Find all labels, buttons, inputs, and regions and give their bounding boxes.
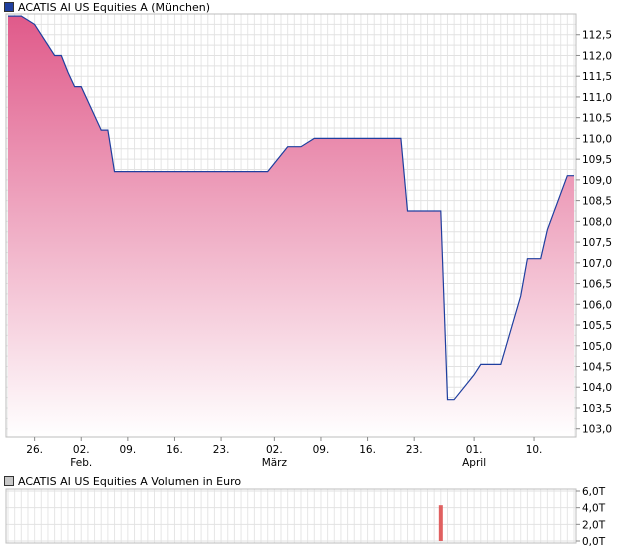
price-y-tick-label: 106,0 xyxy=(582,299,612,311)
volume-bar xyxy=(438,505,443,541)
volume-legend-swatch xyxy=(4,476,14,486)
price-y-tick-label: 105,5 xyxy=(582,320,612,332)
price-x-tick-label: 23. xyxy=(213,444,230,456)
price-x-month-label: März xyxy=(262,457,288,469)
price-legend-label: ACATIS AI US Equities A (München) xyxy=(18,0,211,14)
price-y-tick-label: 109,5 xyxy=(582,154,612,166)
price-y-axis: 103,0 103,5 104,0 104,5 105,0 105,5 106,0 106,5… xyxy=(576,30,612,436)
price-y-tick-label: 111,0 xyxy=(582,92,612,104)
price-x-tick-label: 09. xyxy=(120,444,137,456)
price-y-tick-label: 107,5 xyxy=(582,237,612,249)
price-y-tick-label: 108,0 xyxy=(582,216,612,228)
volume-y-tick-label: 0,0T xyxy=(582,536,606,546)
price-y-tick-label: 112,0 xyxy=(582,50,612,62)
price-y-tick-label: 107,0 xyxy=(582,258,612,270)
volume-y-tick-label: 6,0T xyxy=(582,486,606,498)
price-y-tick-label: 103,0 xyxy=(582,424,612,436)
price-x-tick-label: 16. xyxy=(359,444,376,456)
price-x-tick-label: 09. xyxy=(313,444,330,456)
volume-y-axis: 0,0T 2,0T 4,0T 6,0T xyxy=(576,486,606,546)
price-y-tick-label: 112,5 xyxy=(582,30,612,42)
price-x-tick-label: 02. xyxy=(73,444,90,456)
price-x-month-label: Feb. xyxy=(70,457,92,469)
price-y-tick-label: 106,5 xyxy=(582,279,612,291)
price-legend: ACATIS AI US Equities A (München) xyxy=(4,0,210,14)
volume-legend: ACATIS AI US Equities A Volumen in Euro xyxy=(4,474,241,488)
price-y-tick-label: 111,5 xyxy=(582,71,612,83)
price-area xyxy=(8,16,574,437)
price-x-tick-label: 02. xyxy=(266,444,283,456)
price-y-tick-label: 110,5 xyxy=(582,113,612,125)
price-plot-frame xyxy=(5,13,577,438)
price-x-tick-label: 16. xyxy=(166,444,183,456)
volume-y-tick-label: 2,0T xyxy=(582,519,606,531)
price-y-tick-label: 109,0 xyxy=(582,175,612,187)
price-line xyxy=(8,15,574,401)
price-chart: 103,0 103,5 104,0 104,5 105,0 105,5 106,0 106,5… xyxy=(5,13,612,469)
price-x-tick-label: 23. xyxy=(406,444,423,456)
volume-bars xyxy=(438,505,443,541)
price-y-tick-label: 105,0 xyxy=(582,341,612,353)
volume-plot-frame xyxy=(5,488,577,544)
price-y-tick-label: 104,0 xyxy=(582,382,612,394)
price-y-tick-label: 110,0 xyxy=(582,133,612,145)
price-legend-swatch xyxy=(4,2,14,12)
volume-grid xyxy=(6,489,576,543)
price-x-month-label: April xyxy=(462,457,486,469)
price-x-tick-label: 10. xyxy=(526,444,543,456)
price-y-tick-label: 104,5 xyxy=(582,362,612,374)
price-y-tick-label: 103,5 xyxy=(582,403,612,415)
price-x-tick-label: 01. xyxy=(466,444,483,456)
price-y-tick-label: 108,5 xyxy=(582,196,612,208)
volume-y-tick-label: 4,0T xyxy=(582,503,606,515)
price-x-tick-label: 26. xyxy=(26,444,43,456)
volume-legend-label: ACATIS AI US Equities A Volumen in Euro xyxy=(18,474,242,488)
